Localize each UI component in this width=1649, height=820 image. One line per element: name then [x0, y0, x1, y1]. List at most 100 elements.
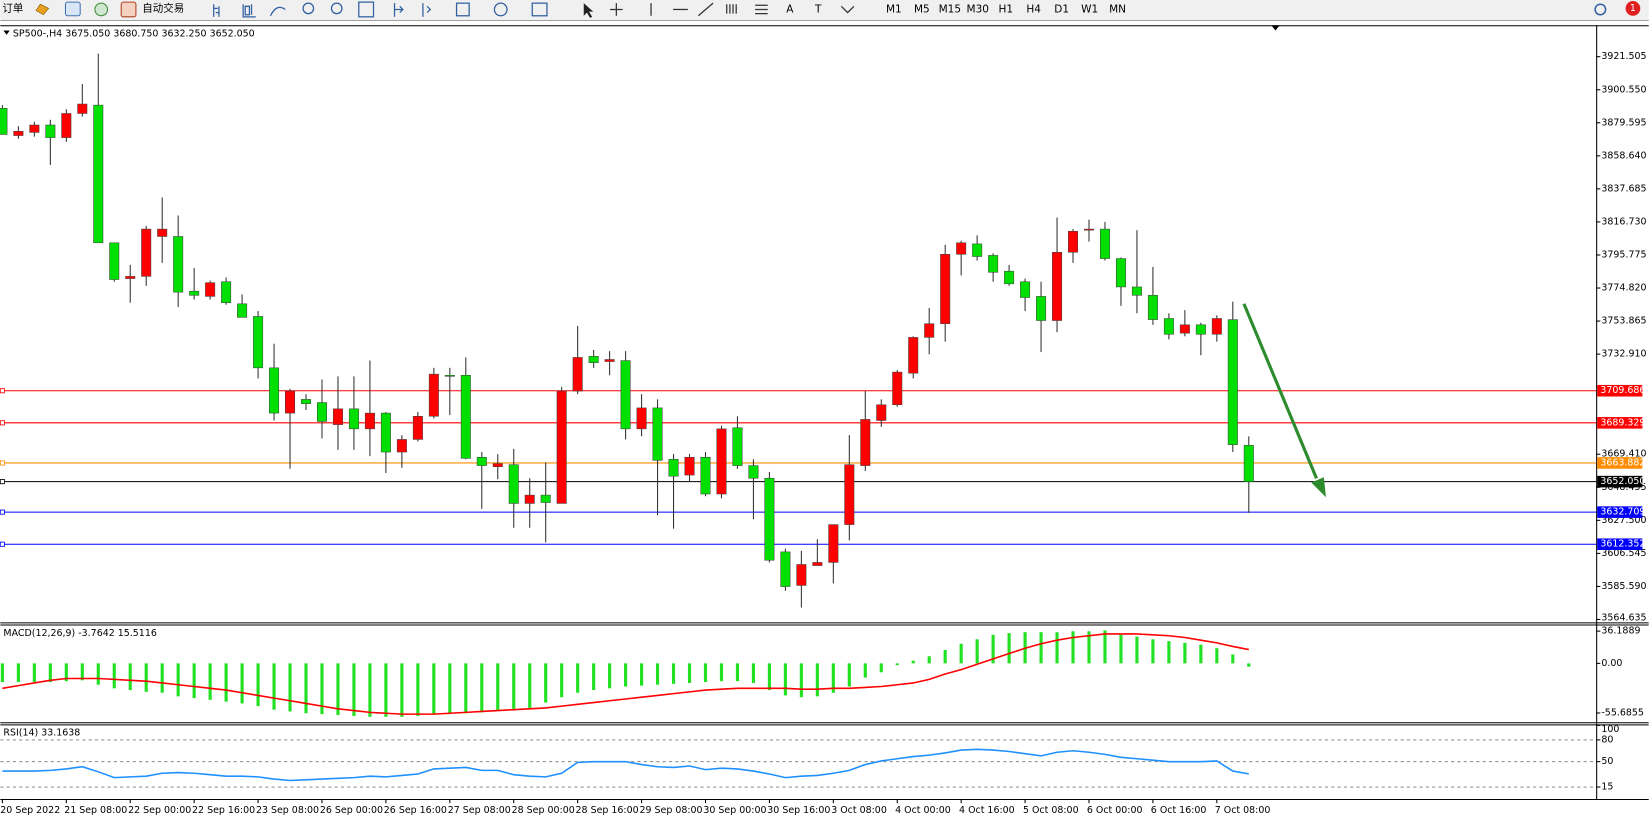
candle-body — [748, 465, 759, 479]
timeframe-button[interactable] — [993, 2, 1019, 17]
icon[interactable] — [330, 2, 343, 15]
y-tick-label: 3564.635 — [1601, 613, 1646, 624]
candle-body — [604, 359, 615, 362]
chart-shift-marker[interactable] — [1271, 25, 1280, 31]
notification-badge[interactable] — [1625, 1, 1641, 16]
icon[interactable] — [269, 6, 286, 17]
search-icon[interactable] — [1594, 3, 1607, 16]
timeframe-label[interactable]: M30 — [967, 3, 989, 15]
price-level-tag — [1597, 417, 1643, 429]
candle-body — [860, 419, 871, 466]
timeframe-label[interactable]: W1 — [1081, 3, 1098, 15]
price-level-label: 3709.686 — [1600, 385, 1645, 396]
histogram-bar — [799, 663, 803, 698]
icon[interactable] — [422, 3, 432, 17]
icon[interactable] — [531, 2, 548, 17]
timeframe-button[interactable] — [909, 2, 935, 17]
trend-arrow[interactable] — [1242, 303, 1326, 498]
candle-body — [301, 399, 312, 404]
x-tick-label: 6 Oct 16:00 — [1151, 805, 1207, 816]
icon[interactable] — [840, 5, 855, 14]
timeframe-label[interactable]: H4 — [1026, 3, 1041, 15]
candle-body — [332, 408, 343, 425]
new-order-button[interactable]: 订单 — [2, 2, 23, 14]
icon[interactable] — [726, 4, 737, 14]
candle-body — [1147, 295, 1158, 320]
histogram-bar — [368, 663, 372, 717]
timeframe-label[interactable]: M15 — [939, 3, 961, 15]
toolbar — [0, 0, 1649, 20]
candle-body — [684, 456, 695, 476]
histogram-bar — [991, 634, 995, 664]
histogram-bar — [1119, 634, 1123, 664]
timeframe-label[interactable]: M5 — [914, 3, 930, 15]
timeframe-button[interactable] — [881, 2, 907, 17]
icon[interactable] — [213, 4, 220, 17]
icon[interactable] — [493, 2, 508, 17]
candle-body — [380, 412, 391, 453]
timeframe-button[interactable] — [1049, 2, 1075, 17]
candle-body — [844, 464, 855, 525]
histogram-bar — [1103, 630, 1107, 664]
icon[interactable] — [35, 3, 50, 16]
price-level-tag — [1597, 457, 1643, 469]
icon[interactable] — [64, 1, 81, 17]
histogram-bar — [1151, 639, 1155, 664]
candle-body — [508, 464, 519, 504]
x-tick-label: 5 Oct 08:00 — [1023, 805, 1079, 816]
histogram-bar — [1135, 636, 1139, 664]
price-level-handle — [0, 420, 5, 426]
timeframe-label[interactable]: D1 — [1054, 3, 1069, 15]
x-tick-label: 20 Sep 2022 — [0, 805, 60, 816]
low-value: 3632.250 — [161, 28, 206, 39]
candle-body — [428, 373, 439, 417]
timeframe-button[interactable] — [1077, 2, 1103, 17]
icon[interactable] — [755, 4, 768, 15]
timeframe-label[interactable]: H1 — [998, 3, 1013, 15]
timeframe-button[interactable] — [965, 2, 991, 17]
y-tick-label: 3753.865 — [1601, 316, 1646, 327]
histogram-bar — [352, 663, 356, 716]
timeframe-button[interactable] — [1104, 2, 1131, 17]
timeframe-label[interactable]: MN — [1109, 3, 1126, 15]
histogram-bar — [608, 663, 612, 689]
indicator-line — [2, 633, 1249, 715]
histogram-bar — [815, 663, 819, 697]
histogram-bar — [416, 663, 420, 716]
icon[interactable] — [583, 3, 594, 18]
icon[interactable] — [610, 3, 623, 16]
icon[interactable] — [94, 2, 109, 17]
histogram-bar — [320, 663, 324, 715]
candle-body — [269, 367, 280, 414]
auto-trading-icon[interactable] — [120, 1, 137, 18]
x-tick-label: 23 Sep 08:00 — [256, 805, 319, 816]
text-tool[interactable]: A — [786, 3, 794, 15]
timeframe-button[interactable] — [1021, 2, 1047, 17]
toolbar-icons — [35, 1, 137, 18]
icon[interactable] — [358, 1, 375, 18]
icon[interactable] — [455, 2, 470, 17]
icon[interactable] — [697, 2, 714, 17]
candle-body — [620, 360, 631, 430]
icon[interactable] — [393, 3, 404, 17]
histogram-bar — [464, 663, 468, 714]
histogram-bar — [927, 656, 931, 664]
icon[interactable] — [242, 4, 256, 18]
timeframe-label[interactable]: M1 — [886, 3, 902, 15]
histogram-bar — [640, 663, 644, 686]
histogram-bar — [687, 663, 692, 683]
histogram-bar — [160, 663, 164, 693]
high-value: 3680.750 — [113, 28, 158, 39]
timeframe-button[interactable] — [937, 2, 963, 17]
label-tool[interactable]: T — [814, 3, 822, 15]
macd-header: MACD(12,26,9) -3.7642 15.5116 — [3, 627, 156, 638]
auto-trading-button[interactable]: 自动交易 — [142, 1, 184, 14]
candle-body — [237, 303, 248, 318]
y-tick-label: 3795.775 — [1601, 249, 1646, 260]
icon[interactable] — [302, 2, 315, 15]
plot-layer: 3921.505 3900.550 3879.595 3858.640 3837.685… — [0, 51, 1647, 816]
histogram-bar — [144, 663, 148, 692]
candle-body — [29, 124, 40, 133]
candle-body — [524, 494, 535, 504]
histogram-bar — [64, 663, 68, 682]
